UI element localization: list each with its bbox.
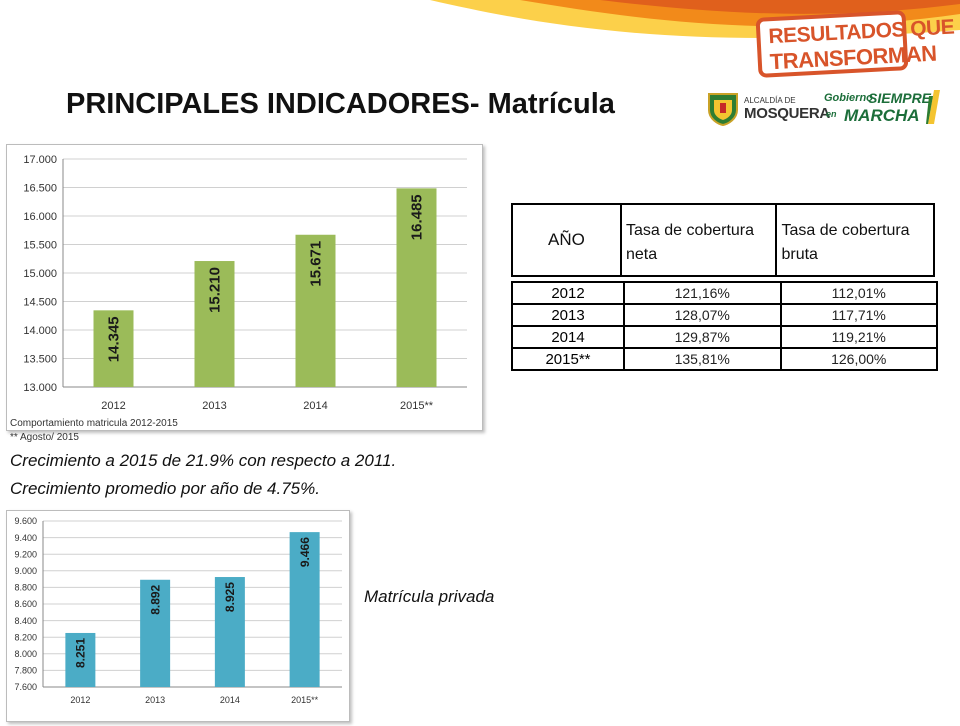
gob-word-gobierno: Gobierno (824, 92, 873, 104)
cell-gross: 117,71% (779, 303, 938, 327)
chart-total-enrollment-svg: 13.000 13.500 14.000 14.500 15.000 15.500 16.0… (23, 154, 467, 412)
x-tick-label: 2012 (70, 695, 90, 705)
flag-stripes-icon (926, 90, 940, 124)
y-tick-label: 16.500 (23, 182, 57, 194)
data-label: 16.485 (409, 194, 426, 240)
bar (214, 577, 245, 687)
x-tick-label: 2013 (202, 400, 226, 412)
cell-net: 129,87% (623, 325, 782, 349)
bar (65, 632, 96, 687)
growth-text-average: Crecimiento promedio por año de 4.75%. (10, 479, 320, 498)
x-tick-label: 2014 (303, 400, 327, 412)
gobierno-logo: Gobierno SIEMPRE en MARCHA (824, 90, 940, 128)
cell-net: 128,07% (623, 303, 782, 327)
gob-word-marcha: MARCHA (844, 106, 920, 125)
header-net-coverage: Tasa de cobertura neta (622, 205, 778, 275)
gob-word-siempre: SIEMPRE (868, 90, 932, 106)
x-tick-label: 2015** (291, 695, 319, 705)
cell-gross: 126,00% (779, 347, 938, 371)
x-tick-label: 2013 (145, 695, 165, 705)
y-tick-label: 16.000 (23, 211, 57, 223)
chart-note-behavior: Comportamiento matricula 2012-2015 (10, 418, 178, 429)
bar (295, 234, 336, 387)
resultados-logo: RESULTADOS QUE TRANSFORMAN (755, 10, 955, 78)
chart-private-enrollment-svg: 7.600 7.800 8.000 8.200 8.400 8.600 8.800 9.000… (14, 516, 342, 705)
y-tick-label: 7.800 (14, 666, 37, 676)
header-gross-coverage: Tasa de cobertura bruta (781, 222, 910, 263)
x-tick-label: 2014 (220, 695, 240, 705)
bar (93, 310, 134, 387)
data-label: 15.671 (308, 241, 325, 287)
cell-year: 2013 (511, 303, 625, 327)
y-tick-label: 9.600 (14, 516, 37, 526)
data-label: 14.345 (106, 316, 123, 362)
chart-note-date: ** Agosto/ 2015 (10, 432, 79, 443)
y-tick-label: 9.200 (14, 549, 37, 559)
bar (396, 188, 437, 387)
y-tick-label: 13.000 (23, 382, 57, 394)
y-tick-label: 8.400 (14, 616, 37, 626)
coverage-table: 2012 121,16% 112,01% 2013 128,07% 117,71… (511, 281, 938, 371)
data-label: 8.251 (74, 638, 88, 668)
table-row: 2014 129,87% 119,21% (511, 325, 938, 349)
y-tick-label: 14.500 (23, 296, 57, 308)
table-row: 2015** 135,81% 126,00% (511, 347, 938, 371)
page-title: PRINCIPALES INDICADORES- Matrícula (66, 88, 615, 120)
shield-icon (708, 93, 738, 127)
table-row: 2012 121,16% 112,01% (511, 281, 938, 305)
y-tick-label: 13.500 (23, 353, 57, 365)
cell-gross: 112,01% (779, 281, 938, 305)
chart-private-enrollment: 7.600 7.800 8.000 8.200 8.400 8.600 8.800 9.000… (6, 510, 350, 722)
banner-red-swoosh (600, 0, 960, 14)
alcaldia-logo: ALCALDÍA DE MOSQUERA (706, 92, 830, 127)
x-tick-label: 2012 (101, 400, 125, 412)
y-tick-label: 9.400 (14, 533, 37, 543)
bar (194, 261, 235, 387)
cell-gross: 119,21% (779, 325, 938, 349)
data-label: 8.925 (223, 582, 237, 612)
y-tick-label: 8.200 (14, 632, 37, 642)
growth-text-2015: Crecimiento a 2015 de 21.9% con respecto… (10, 451, 397, 470)
gob-word-en: en (826, 109, 837, 119)
y-tick-label: 8.600 (14, 599, 37, 609)
table-row: 2013 128,07% 117,71% (511, 303, 938, 327)
y-tick-label: 9.000 (14, 566, 37, 576)
y-tick-label: 8.000 (14, 649, 37, 659)
alcaldia-prefix: ALCALDÍA DE (744, 96, 796, 105)
bar (289, 532, 320, 687)
y-tick-label: 17.000 (23, 154, 57, 166)
cell-net: 121,16% (623, 281, 782, 305)
y-tick-label: 15.000 (23, 268, 57, 280)
cell-year: 2014 (511, 325, 625, 349)
y-tick-label: 14.000 (23, 325, 57, 337)
data-label: 8.892 (148, 584, 162, 614)
y-tick-label: 8.800 (14, 583, 37, 593)
cell-year: 2012 (511, 281, 625, 305)
cell-net: 135,81% (623, 347, 782, 371)
cell-year: 2015** (511, 347, 625, 371)
alcaldia-name: MOSQUERA (744, 105, 830, 122)
private-enrollment-label: Matrícula privada (364, 587, 495, 606)
header-year: AÑO (513, 205, 622, 275)
y-tick-label: 7.600 (14, 682, 37, 692)
data-label: 15.210 (207, 267, 224, 313)
coverage-table-header: AÑO Tasa de cobertura neta Tasa de cober… (511, 203, 935, 277)
x-tick-label: 2015** (400, 400, 434, 412)
data-label: 9.466 (298, 537, 312, 567)
y-tick-label: 15.500 (23, 239, 57, 251)
bar (140, 579, 171, 687)
chart-total-enrollment: 13.000 13.500 14.000 14.500 15.000 15.500 16.0… (6, 144, 483, 431)
